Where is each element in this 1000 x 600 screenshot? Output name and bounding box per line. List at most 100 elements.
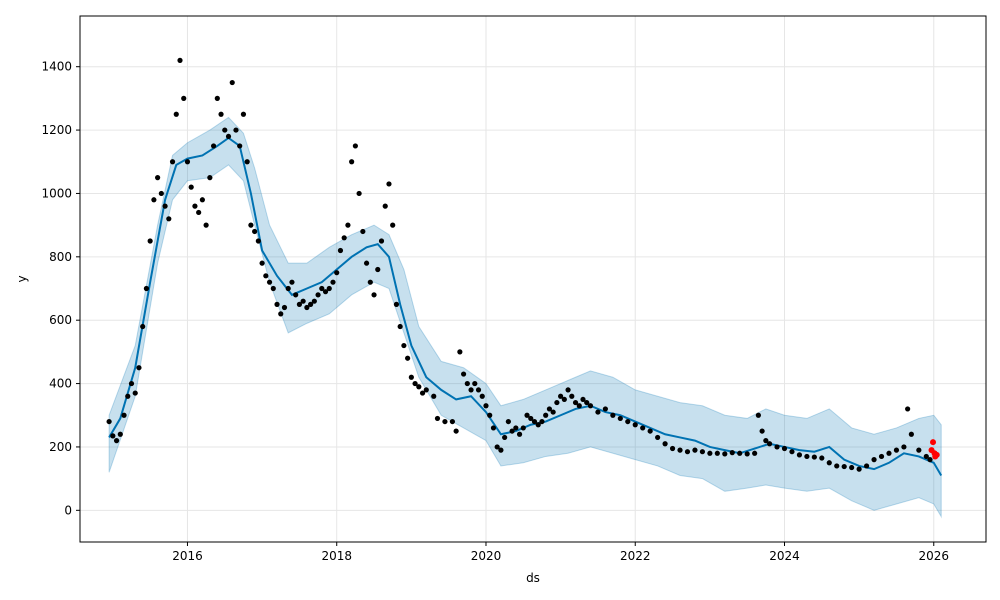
observed-point (684, 449, 691, 455)
observed-point (140, 323, 146, 330)
observed-point (796, 452, 803, 458)
plot-frame (79, 15, 987, 543)
x-tick-label: 2018 (321, 549, 352, 563)
observed-point (927, 457, 933, 463)
observed-point (117, 431, 123, 437)
observed-point (692, 447, 698, 453)
observed-point (905, 406, 911, 412)
observed-point (158, 190, 164, 197)
x-tick-label: 2026 (918, 549, 949, 563)
observed-point (225, 133, 232, 140)
observed-point (345, 222, 351, 228)
observed-point (184, 159, 191, 165)
grid-lines (80, 16, 986, 542)
y-tick-label: 1000 (41, 186, 72, 200)
x-tick-label: 2024 (769, 549, 800, 563)
observed-point (281, 304, 288, 311)
observed-point (625, 418, 631, 425)
observed-point (143, 285, 150, 292)
observed-point (434, 415, 441, 422)
observed-point (274, 301, 280, 307)
observed-point (543, 412, 549, 418)
observed-point (177, 57, 183, 63)
observed-point (214, 95, 220, 101)
y-axis-label: y (15, 275, 29, 282)
observed-point (319, 285, 325, 292)
observed-point (617, 415, 623, 422)
observed-point (349, 159, 355, 165)
observed-point (841, 463, 847, 470)
observed-point (722, 451, 728, 457)
observed-point (330, 279, 336, 285)
recent-point (930, 439, 937, 446)
observed-point (166, 216, 172, 222)
observed-point (729, 450, 735, 456)
observed-point (255, 238, 261, 244)
observed-point (893, 447, 900, 453)
observed-point (569, 393, 575, 399)
recent-point (933, 451, 940, 458)
observed-point (580, 396, 586, 403)
observed-point (162, 203, 168, 209)
uncertainty-band (108, 116, 942, 519)
observed-point (550, 409, 556, 415)
observed-point (472, 380, 478, 387)
observed-point (155, 175, 161, 181)
observed-point (576, 403, 582, 409)
observed-point (755, 412, 761, 418)
observed-point (266, 279, 273, 285)
observed-point (416, 384, 422, 390)
observed-point (300, 298, 306, 304)
observed-point (401, 342, 407, 349)
observed-point (744, 451, 750, 457)
uncertainty-area (108, 116, 942, 519)
observed-point (315, 292, 321, 298)
observed-point (248, 222, 254, 228)
observed-point (669, 445, 676, 452)
x-axis-ticks: 2016 2018 2020 2022 2024 2026 (172, 542, 949, 563)
observed-point (878, 453, 885, 460)
observed-point (203, 222, 209, 228)
observed-point (207, 175, 213, 181)
observed-point (546, 406, 553, 412)
observed-point (789, 449, 795, 455)
observed-point (804, 453, 810, 460)
observed-point (326, 285, 332, 292)
observed-point (412, 380, 418, 387)
observed-point (378, 238, 385, 244)
observed-point (289, 279, 295, 285)
observed-point (128, 380, 135, 387)
y-tick-label: 0 (64, 503, 72, 517)
observed-point (826, 460, 832, 466)
observed-point (210, 143, 217, 149)
observed-point (811, 454, 817, 460)
observed-point (584, 399, 590, 406)
observed-point (677, 447, 683, 453)
observed-point (169, 159, 176, 165)
y-tick-label: 600 (49, 313, 72, 327)
observed-point (662, 441, 668, 447)
observed-point (341, 235, 347, 241)
observed-point (595, 409, 601, 415)
observed-point (263, 273, 269, 279)
observed-point (222, 127, 228, 133)
observed-point (863, 463, 870, 469)
observed-point (572, 399, 579, 406)
observed-point (237, 143, 243, 149)
observed-point (647, 428, 653, 434)
observed-point (487, 412, 493, 418)
observed-point (714, 450, 720, 456)
observed-point (774, 444, 780, 450)
observed-point (494, 444, 500, 450)
observed-point (632, 422, 638, 428)
observed-point (752, 450, 758, 456)
observed-point (218, 111, 224, 117)
observed-point (449, 418, 456, 425)
observed-point (509, 428, 515, 434)
observed-point (252, 228, 258, 235)
observed-point (468, 387, 474, 393)
observed-point (199, 197, 205, 203)
observed-point (561, 396, 567, 403)
observed-point (539, 418, 545, 425)
observed-point (293, 292, 299, 298)
